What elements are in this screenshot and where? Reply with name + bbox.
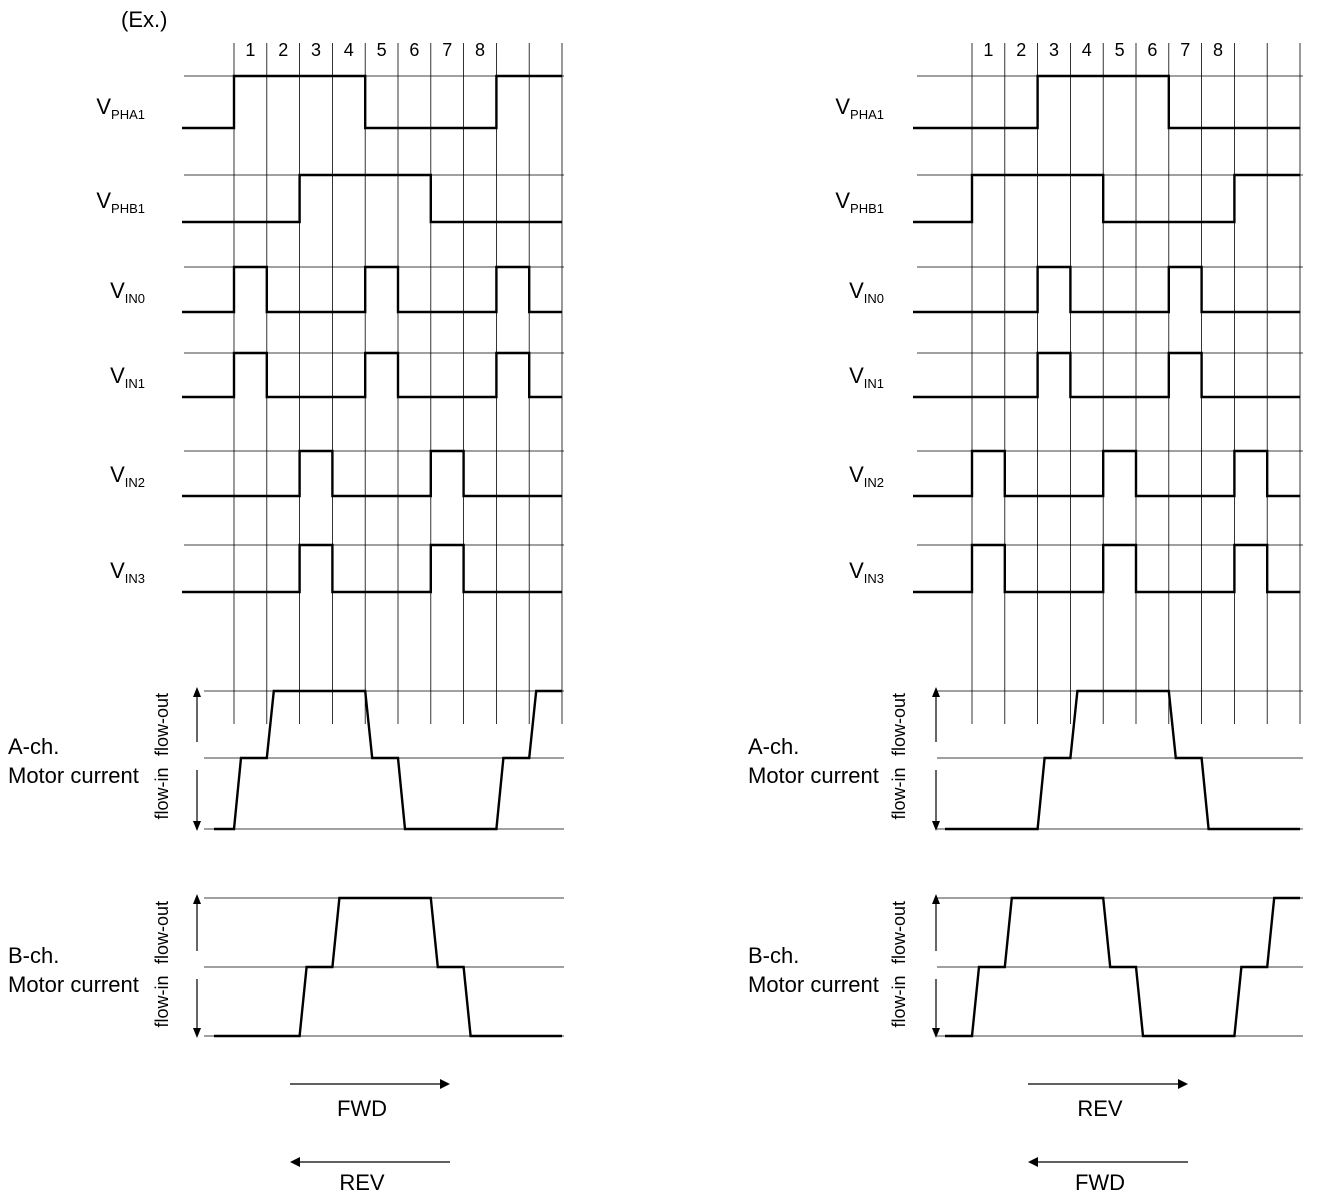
panel-left: 1 2 3 4 5 6 7 8 VPHA1 VPHB1 VIN0 VIN1 VIN2 VIN3 A-ch. M… [8,40,564,1195]
waveform-pha1 [182,74,562,130]
current-waveform-a [945,689,1300,831]
signal-label-phb1: VPHB1 [835,188,884,216]
channel-label-b: B-ch. [748,943,799,968]
waveform-in0 [182,265,562,314]
current-waveform-b [945,896,1300,1038]
signal-label-pha1: VPHA1 [835,94,884,122]
arrow-head-down [193,1028,201,1038]
waveform-in2 [182,449,562,498]
signal-label-phb1: VPHB1 [96,188,145,216]
arrow-head-down [932,1028,940,1038]
flow-in-label: flow-in [889,975,909,1027]
signal-label-pha1: VPHA1 [96,94,145,122]
direction-label-left: REV [339,1170,385,1195]
column-label: 3 [311,40,321,60]
signal-label-in2: VIN2 [849,462,884,490]
column-label: 4 [344,40,354,60]
signal-label-in1: VIN1 [849,363,884,391]
column-label: 5 [1115,40,1125,60]
column-label: 7 [442,40,452,60]
waveform-in0 [913,265,1300,314]
arrow-head-down [193,821,201,831]
direction-label-right: REV [1077,1096,1123,1121]
arrow-head-left [1028,1157,1038,1167]
arrow-head-up [932,894,940,904]
column-label: 1 [245,40,255,60]
current-waveform-b [214,896,562,1038]
column-label: 6 [1147,40,1157,60]
arrow-head-right [1178,1079,1188,1089]
arrow-head-down [932,821,940,831]
arrow-head-up [932,687,940,697]
channel-sublabel-a: Motor current [8,763,139,788]
direction-label-left: FWD [1075,1170,1125,1195]
column-label: 3 [1049,40,1059,60]
column-label: 4 [1082,40,1092,60]
flow-out-label: flow-out [152,693,172,756]
signal-label-in3: VIN3 [110,558,145,586]
waveform-in3 [913,543,1300,594]
waveform-in3 [182,543,562,594]
column-label: 2 [278,40,288,60]
waveform-pha1 [913,74,1300,130]
arrow-head-right [440,1079,450,1089]
column-label: 8 [1213,40,1223,60]
waveform-in1 [913,351,1300,399]
waveform-in2 [913,449,1300,498]
waveform-phb1 [913,173,1300,224]
waveform-in1 [182,351,562,399]
signal-label-in1: VIN1 [110,363,145,391]
channel-label-a: A-ch. [8,734,59,759]
channel-label-a: A-ch. [748,734,799,759]
flow-in-label: flow-in [152,975,172,1027]
flow-in-label: flow-in [152,767,172,819]
channel-sublabel-b: Motor current [8,972,139,997]
column-label: 6 [409,40,419,60]
flow-in-label: flow-in [889,767,909,819]
flow-out-label: flow-out [889,901,909,964]
column-label: 7 [1180,40,1190,60]
panel-right: 1 2 3 4 5 6 7 8 VPHA1 VPHB1 VIN0 VIN1 VIN2 VIN3 A-ch. M… [748,40,1303,1195]
signal-label-in3: VIN3 [849,558,884,586]
channel-sublabel-b: Motor current [748,972,879,997]
channel-label-b: B-ch. [8,943,59,968]
signal-label-in0: VIN0 [110,278,145,306]
signal-label-in2: VIN2 [110,462,145,490]
example-label: (Ex.) [121,7,167,32]
waveform-phb1 [182,173,562,224]
channel-sublabel-a: Motor current [748,763,879,788]
column-label: 5 [377,40,387,60]
column-label: 2 [1016,40,1026,60]
direction-label-right: FWD [337,1096,387,1121]
flow-out-label: flow-out [152,901,172,964]
arrow-head-up [193,687,201,697]
signal-label-in0: VIN0 [849,278,884,306]
current-waveform-a [214,689,562,831]
arrow-head-up [193,894,201,904]
column-label: 8 [475,40,485,60]
flow-out-label: flow-out [889,693,909,756]
column-label: 1 [983,40,993,60]
arrow-head-left [290,1157,300,1167]
